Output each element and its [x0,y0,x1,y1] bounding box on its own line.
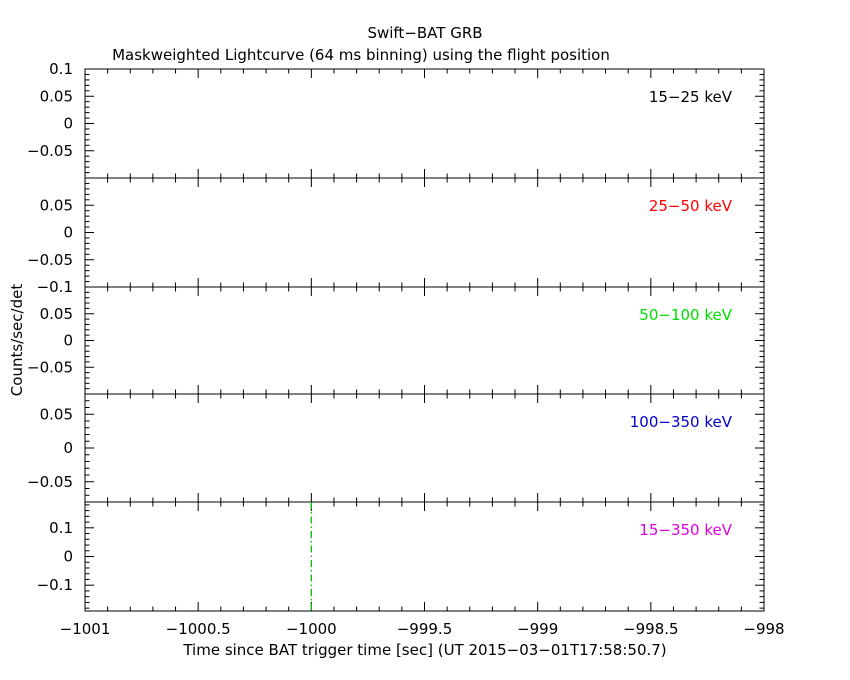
x-tick-label: −1000 [286,620,337,638]
y-axis-label: Counts/sec/det [8,284,26,397]
panel-2: −0.05 0 0.05 50−100 keV [27,286,765,395]
series-label: 15−350 keV [639,521,732,539]
x-tick-label: −998 [743,620,784,638]
x-tick-label: −999.5 [397,620,453,638]
y-tick-label: 0.05 [40,87,73,105]
y-tick-label: −0.05 [27,142,73,160]
panel-0: −0.05 0 0.05 0.1 15−25 keV [27,60,765,179]
x-tick-label: −998.5 [623,620,679,638]
panel-frame [84,393,765,503]
series-label: 100−350 keV [630,413,733,431]
y-tick-label: 0.1 [49,60,73,78]
panel-frame [84,501,765,612]
x-axis-label: Time since BAT trigger time [sec] (UT 20… [182,641,666,659]
chart-title: Swift−BAT GRB [367,24,482,42]
y-tick-label: −0.05 [27,358,73,376]
y-tick-label: 0 [63,224,73,242]
y-tick-label: 0 [63,115,73,133]
series-label: 25−50 keV [649,197,733,215]
y-tick-label: −0.1 [37,576,73,594]
chart-subtitle: Maskweighted Lightcurve (64 ms binning) … [112,46,610,64]
x-tick-label: −1001 [60,620,111,638]
y-tick-label: 0 [63,332,73,350]
series-label: 50−100 keV [639,306,732,324]
y-tick-label: −0.05 [27,473,73,491]
y-tick-label: 0 [63,548,73,566]
panels-group: −0.05 0 0.05 0.1 15−25 keV −0.1 −0.05 0 0.05 25−5… [27,60,765,612]
y-tick-label: 0.1 [49,519,73,537]
panel-frame [84,68,765,179]
y-tick-label: 0 [63,439,73,457]
y-tick-label: 0.05 [40,405,73,423]
y-tick-label: 0.05 [40,196,73,214]
series-label: 15−25 keV [649,88,733,106]
panel-frame [84,286,765,395]
panel-1: −0.1 −0.05 0 0.05 25−50 keV [27,177,765,296]
x-tick-label: −999 [517,620,558,638]
panel-3: −0.05 0 0.05 100−350 keV [27,393,765,503]
y-tick-label: −0.1 [37,278,73,296]
x-tick-label: −1000.5 [166,620,231,638]
panel-frame [84,177,765,288]
y-tick-label: −0.05 [27,251,73,269]
y-tick-label: 0.05 [40,305,73,323]
panel-4: −0.1 0 0.1 15−350 keV [37,501,765,612]
x-tick-labels: −1001 −1000.5 −1000 −999.5 −999 −998.5 −998 [60,620,785,638]
